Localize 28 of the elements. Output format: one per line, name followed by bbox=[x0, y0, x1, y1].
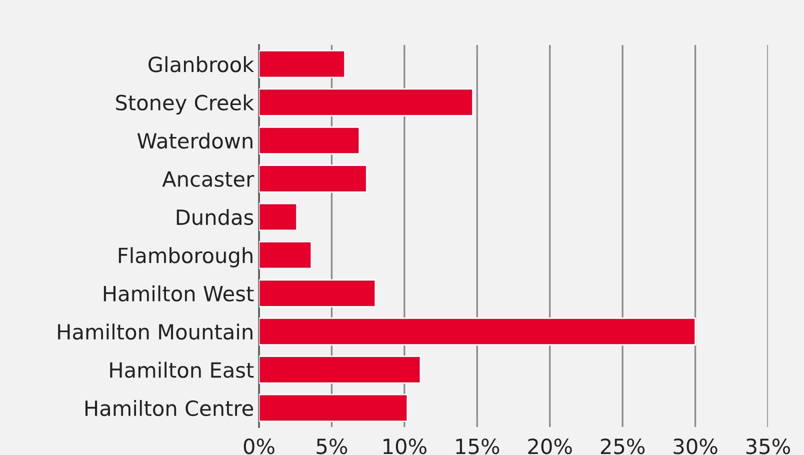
x-tick-label: 10% bbox=[384, 438, 426, 454]
y-tick-label: Hamilton Centre bbox=[85, 400, 254, 416]
x-tick-label: 25% bbox=[600, 438, 645, 454]
x-tick-label: 15% bbox=[456, 438, 500, 454]
bar bbox=[259, 202, 298, 231]
bar bbox=[259, 356, 422, 384]
bar bbox=[259, 394, 408, 422]
bar bbox=[259, 164, 368, 193]
x-tick-label: 5% bbox=[316, 438, 348, 454]
y-tick-label: Hamilton West bbox=[104, 285, 254, 302]
x-tick-label: 20% bbox=[528, 438, 572, 454]
bar bbox=[259, 126, 360, 155]
bar bbox=[259, 317, 696, 346]
x-tick-label: 30% bbox=[674, 438, 718, 454]
bar bbox=[259, 241, 312, 270]
x-tick-label: 0% bbox=[244, 438, 274, 454]
bar bbox=[259, 279, 376, 308]
y-tick-label: Hamilton East bbox=[110, 362, 254, 378]
y-tick-label: Flamborough bbox=[118, 247, 252, 268]
x-tick-label: 35% bbox=[746, 438, 790, 454]
y-tick-label: Stoney Creek bbox=[116, 94, 254, 115]
bar bbox=[259, 88, 474, 116]
y-tick-label: Waterdown bbox=[137, 132, 252, 149]
y-tick-label: Hamilton Mountain bbox=[58, 324, 252, 340]
y-tick-label: Dundas bbox=[176, 208, 254, 226]
y-tick-label: Glanbrook bbox=[148, 56, 254, 72]
y-tick-label: Ancaster bbox=[162, 171, 254, 187]
bar bbox=[259, 50, 346, 78]
